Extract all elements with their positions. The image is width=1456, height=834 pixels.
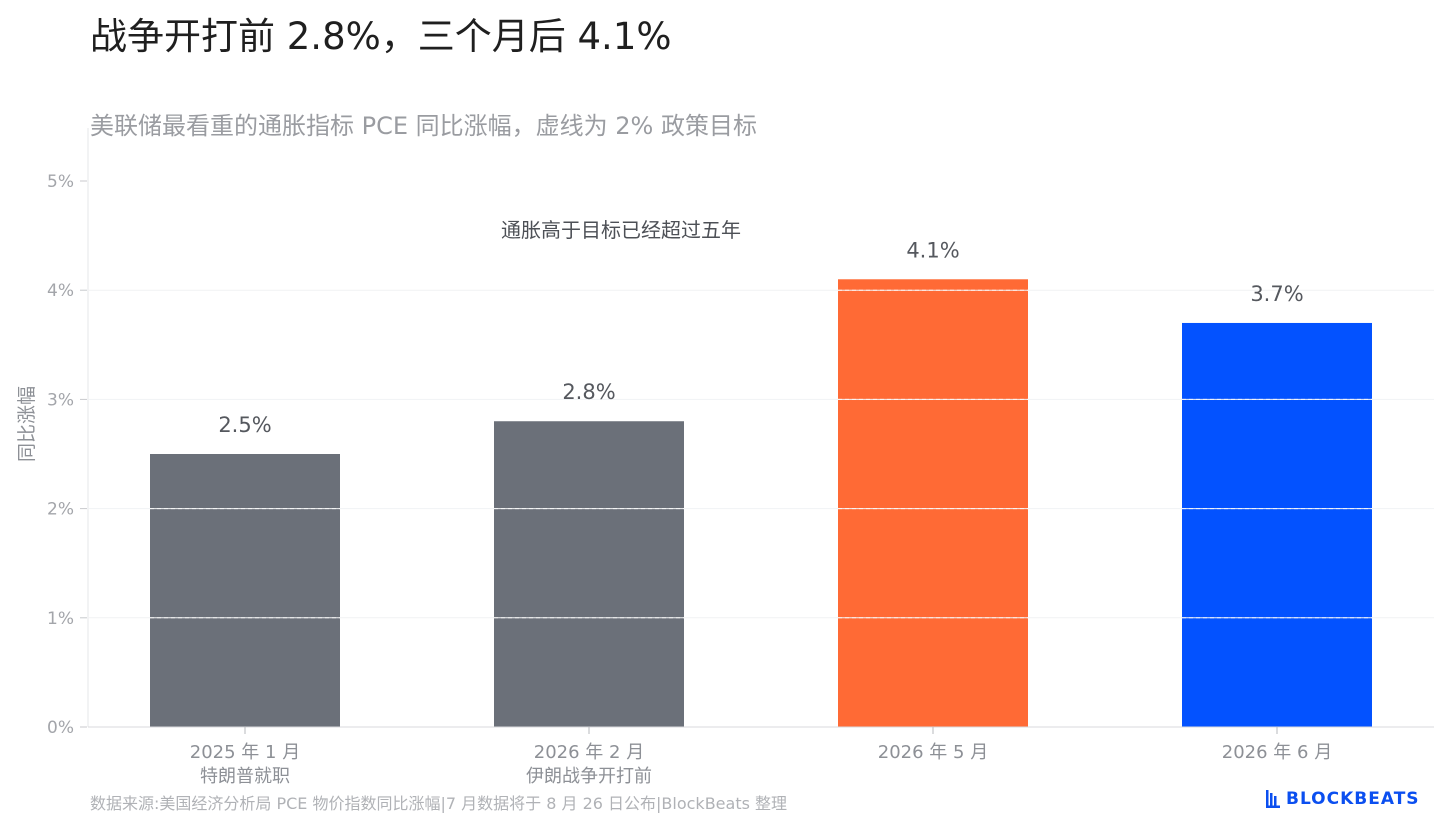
data-label: 2.8%	[562, 380, 615, 404]
x-tick-label: 伊朗战争开打前	[526, 766, 652, 787]
brand-name: BLOCKBEATS	[1286, 789, 1420, 809]
x-tick-label: 2026 年 6 月	[1222, 742, 1332, 763]
x-tick-label: 2025 年 1 月	[190, 742, 300, 763]
data-label: 4.1%	[906, 238, 959, 262]
data-source-note: 数据来源:美国经济分析局 PCE 物价指数同比涨幅|7 月数据将于 8 月 26…	[90, 794, 788, 813]
brand-logo: BLOCKBEATS	[1266, 789, 1420, 809]
bar	[494, 421, 684, 727]
bar-logo-icon	[1266, 790, 1280, 808]
chart-annotation: 通胀高于目标已经超过五年	[501, 218, 741, 242]
bar	[838, 279, 1028, 727]
y-tick-label: 3%	[47, 390, 74, 410]
y-axis-title: 同比涨幅	[16, 386, 38, 462]
x-tick-label: 特朗普就职	[200, 766, 290, 787]
y-tick-label: 5%	[47, 172, 74, 192]
x-tick-label: 2026 年 2 月	[534, 742, 644, 763]
bar	[150, 454, 340, 727]
y-tick-label: 0%	[47, 718, 74, 738]
data-label: 2.5%	[218, 413, 271, 437]
y-tick-label: 4%	[47, 281, 74, 301]
y-tick-label: 1%	[47, 609, 74, 629]
x-tick-label: 2026 年 5 月	[878, 742, 988, 763]
chart-subtitle: 美联储最看重的通胀指标 PCE 同比涨幅，虚线为 2% 政策目标	[90, 112, 757, 140]
bar	[1182, 322, 1372, 727]
chart-title: 战争开打前 2.8%，三个月后 4.1%	[90, 15, 672, 58]
y-tick-label: 2%	[47, 500, 74, 520]
data-label: 3.7%	[1250, 282, 1303, 306]
